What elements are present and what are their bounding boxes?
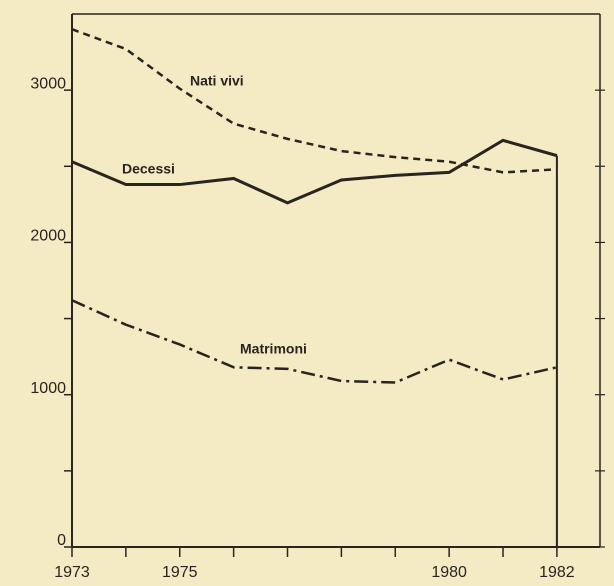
x-tick-label: 1982: [539, 564, 575, 581]
y-tick-label: 3000: [30, 75, 66, 92]
x-tick-label: 1980: [431, 564, 467, 581]
series-label: Decessi: [122, 161, 175, 177]
series-line: [71, 138, 558, 205]
y-tick-label: 2000: [30, 228, 66, 245]
series-label: Nati vivi: [190, 73, 244, 89]
y-tick-label: 0: [57, 532, 66, 549]
series-line: [71, 299, 558, 384]
x-tick-label: 1973: [54, 564, 90, 581]
y-tick-label: 1000: [30, 380, 66, 397]
series-line: [71, 28, 557, 174]
series-label: Matrimoni: [240, 341, 307, 357]
x-tick-label: 1975: [162, 564, 198, 581]
